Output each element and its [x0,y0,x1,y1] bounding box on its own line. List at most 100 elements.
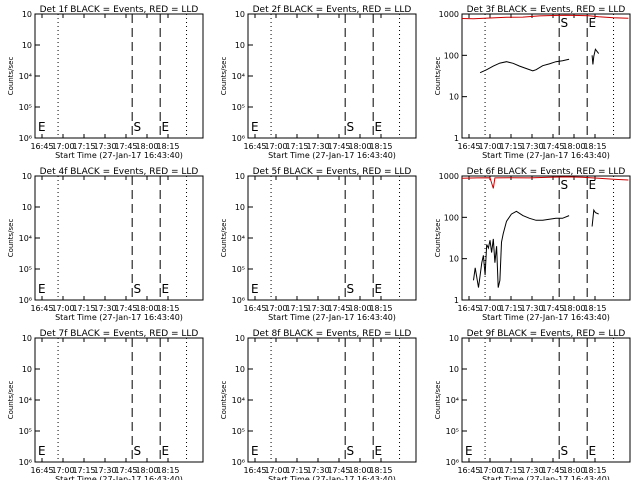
y-axis-label: Counts/sec [7,57,15,96]
plot-frame [35,14,203,138]
y-tick-label: 10⁴ [446,396,459,405]
y-tick-label: 10⁵ [19,427,32,436]
marker-s: S [134,282,142,296]
y-axis-label: Counts/sec [434,219,442,258]
y-tick-label: 1000 [439,10,459,19]
marker-e: E [251,120,259,134]
y-tick-label: 10⁲ [235,10,245,19]
marker-s: S [347,282,355,296]
x-tick-label: 17:45 [114,304,137,313]
x-tick-label: 18:00 [562,142,585,151]
y-tick-label: 10⁶ [19,296,32,305]
y-tick-label: 1 [454,296,459,305]
y-tick-label: 10⁳ [22,203,32,212]
x-axis-label: Start Time (27-Jan-17 16:43:40) [268,475,396,480]
x-tick-label: 17:00 [478,304,501,313]
y-tick-label: 10⁶ [19,458,32,467]
x-tick-label: 17:30 [306,466,329,475]
x-tick-label: 17:30 [93,466,116,475]
x-tick-label: 17:45 [327,142,350,151]
plot-frame [248,14,416,138]
x-tick-label: 17:30 [93,142,116,151]
x-tick-label: 17:15 [285,142,308,151]
x-tick-label: 17:15 [499,304,522,313]
x-tick-label: 17:45 [541,304,564,313]
y-tick-label: 10⁲ [449,334,459,343]
y-tick-label: 10⁳ [235,41,245,50]
marker-s: S [347,120,355,134]
y-tick-label: 10⁴ [19,396,32,405]
x-tick-label: 17:45 [327,304,350,313]
y-tick-label: 10⁳ [235,365,245,374]
marker-e: E [38,282,46,296]
y-axis-label: Counts/sec [220,381,228,420]
x-tick-label: 17:30 [93,304,116,313]
marker-e: E [38,444,46,458]
y-axis-label: Counts/sec [7,381,15,420]
x-tick-label: 17:45 [541,142,564,151]
y-tick-label: 10⁳ [449,365,459,374]
detector-panel-5: Det 5f BLACK = Events, RED = LLD16:4517:… [220,167,416,322]
x-tick-label: 18:15 [156,466,179,475]
detector-panel-7: Det 7f BLACK = Events, RED = LLD16:4517:… [7,329,203,480]
x-tick-label: 17:30 [520,304,543,313]
x-tick-label: 18:15 [369,466,392,475]
y-tick-label: 10⁲ [22,334,32,343]
detector-panel-9: Det 9f BLACK = Events, RED = LLD16:4517:… [434,329,630,480]
events-series-line [474,211,570,287]
y-tick-label: 10⁶ [232,134,245,143]
detector-panel-4: Det 4f BLACK = Events, RED = LLD16:4517:… [7,167,203,322]
x-tick-label: 16:45 [243,142,266,151]
marker-s: S [561,178,569,192]
detector-panel-8: Det 8f BLACK = Events, RED = LLD16:4517:… [220,329,416,480]
y-tick-label: 10 [449,255,459,264]
x-tick-label: 17:45 [327,466,350,475]
x-tick-label: 17:15 [72,466,95,475]
x-tick-label: 18:00 [135,304,158,313]
y-tick-label: 10⁵ [19,265,32,274]
x-tick-label: 17:45 [541,466,564,475]
x-tick-label: 18:15 [583,304,606,313]
x-tick-label: 16:45 [243,304,266,313]
marker-e: E [589,444,597,458]
x-tick-label: 17:00 [264,304,287,313]
x-tick-label: 17:30 [306,142,329,151]
events-series-line-2 [592,210,599,226]
y-axis-label: Counts/sec [7,219,15,258]
y-axis-label: Counts/sec [434,381,442,420]
x-tick-label: 17:30 [306,304,329,313]
marker-s: S [347,444,355,458]
lld-series-line [462,15,628,18]
x-tick-label: 17:00 [478,466,501,475]
x-tick-label: 16:45 [30,466,53,475]
x-axis-label: Start Time (27-Jan-17 16:43:40) [55,313,183,322]
marker-e: E [38,120,46,134]
marker-e: E [589,16,597,30]
marker-e: E [375,120,383,134]
x-tick-label: 16:45 [30,304,53,313]
x-axis-label: Start Time (27-Jan-17 16:43:40) [268,151,396,160]
plot-frame [248,338,416,462]
x-tick-label: 17:00 [51,466,74,475]
y-axis-label: Counts/sec [434,57,442,96]
marker-e: E [465,444,473,458]
marker-e: E [375,444,383,458]
plot-frame [462,338,630,462]
y-axis-label: Counts/sec [220,57,228,96]
events-series-line-2 [592,49,599,64]
x-tick-label: 17:15 [499,142,522,151]
y-tick-label: 10⁳ [235,203,245,212]
y-tick-label: 10⁵ [446,427,459,436]
x-tick-label: 17:45 [114,142,137,151]
x-axis-label: Start Time (27-Jan-17 16:43:40) [55,151,183,160]
x-axis-label: Start Time (27-Jan-17 16:43:40) [482,151,610,160]
x-tick-label: 16:45 [457,304,480,313]
x-tick-label: 18:15 [369,142,392,151]
x-tick-label: 18:15 [583,142,606,151]
marker-s: S [134,444,142,458]
y-tick-label: 10⁶ [19,134,32,143]
marker-e: E [375,282,383,296]
y-tick-label: 10 [449,93,459,102]
y-tick-label: 10⁴ [19,72,32,81]
marker-e: E [251,444,259,458]
